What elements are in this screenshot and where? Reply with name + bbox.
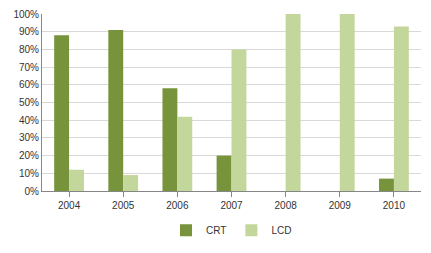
svg-text:2009: 2009 [329,200,352,211]
svg-text:2005: 2005 [112,200,135,211]
svg-text:2004: 2004 [58,200,81,211]
svg-text:40%: 40% [19,115,39,126]
svg-text:30%: 30% [19,132,39,143]
svg-text:90%: 90% [19,26,39,37]
svg-text:2007: 2007 [220,200,243,211]
svg-text:LCD: LCD [271,225,291,236]
svg-text:100%: 100% [13,9,39,20]
svg-text:2010: 2010 [383,200,406,211]
svg-text:CRT: CRT [206,225,226,236]
svg-text:2008: 2008 [275,200,298,211]
svg-text:70%: 70% [19,62,39,73]
svg-text:50%: 50% [19,97,39,108]
svg-text:80%: 80% [19,44,39,55]
svg-text:0%: 0% [25,186,40,197]
svg-text:20%: 20% [19,150,39,161]
svg-text:10%: 10% [19,168,39,179]
svg-text:60%: 60% [19,79,39,90]
svg-text:2006: 2006 [166,200,189,211]
